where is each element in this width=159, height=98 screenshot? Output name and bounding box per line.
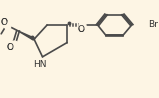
Polygon shape xyxy=(18,31,35,40)
Text: Br: Br xyxy=(148,20,158,29)
Text: O: O xyxy=(1,18,8,27)
Text: O: O xyxy=(7,43,14,52)
Text: O: O xyxy=(7,43,14,52)
Text: O: O xyxy=(1,18,8,27)
Text: O: O xyxy=(78,25,85,34)
Text: O: O xyxy=(78,25,85,34)
Text: HN: HN xyxy=(33,60,46,69)
